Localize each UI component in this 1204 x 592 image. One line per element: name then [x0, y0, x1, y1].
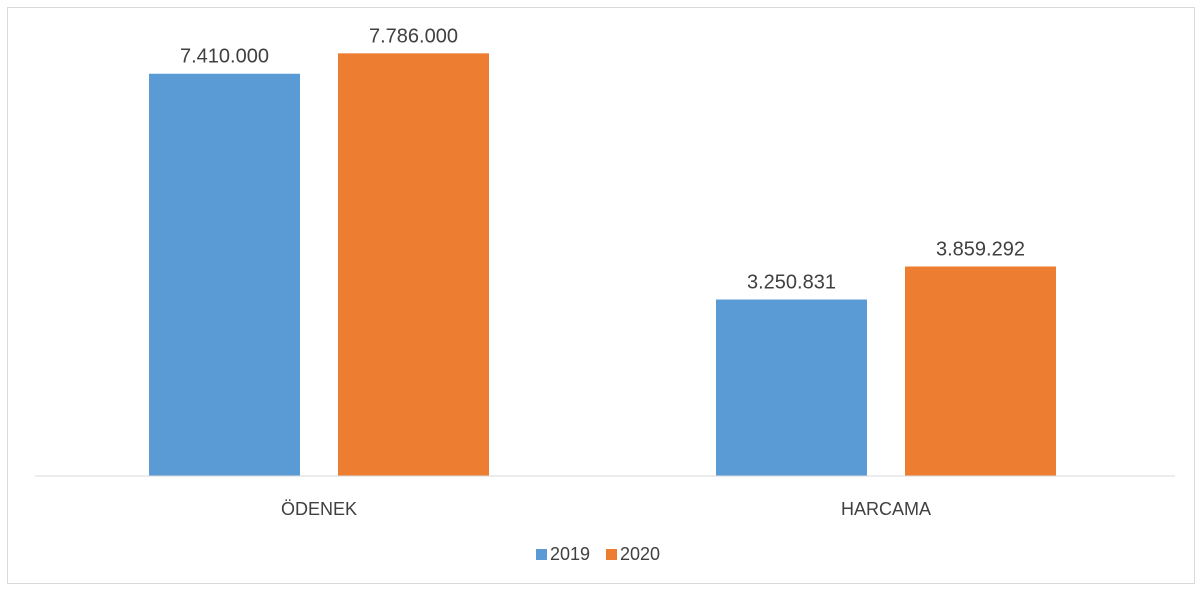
legend-swatch-2019: [536, 549, 547, 560]
bar-2019-0: [149, 73, 300, 476]
legend: 2019 2020: [536, 544, 660, 564]
bar-2020-0: [338, 53, 489, 477]
bar-2020-1: [905, 266, 1056, 476]
data-label-2019-0: 7.410.000: [180, 46, 269, 68]
category-label-1: HARCAMA: [841, 499, 931, 519]
data-label-2019-1: 3.250.831: [747, 272, 836, 294]
data-labels-layer: 7.410.000 7.786.000 3.250.831 3.859.292: [180, 25, 1025, 293]
category-label-0: ÖDENEK: [281, 499, 357, 519]
data-label-2020-0: 7.786.000: [369, 25, 458, 47]
data-label-2020-1: 3.859.292: [936, 238, 1025, 260]
legend-label-2020: 2020: [620, 544, 660, 564]
legend-label-2019: 2019: [550, 544, 590, 564]
bars-layer: [149, 53, 1056, 477]
category-labels-layer: ÖDENEK HARCAMA: [281, 499, 931, 519]
legend-item-2019: 2019: [536, 544, 590, 564]
legend-item-2020: 2020: [606, 544, 660, 564]
legend-swatch-2020: [606, 549, 617, 560]
bar-2019-1: [716, 299, 867, 476]
